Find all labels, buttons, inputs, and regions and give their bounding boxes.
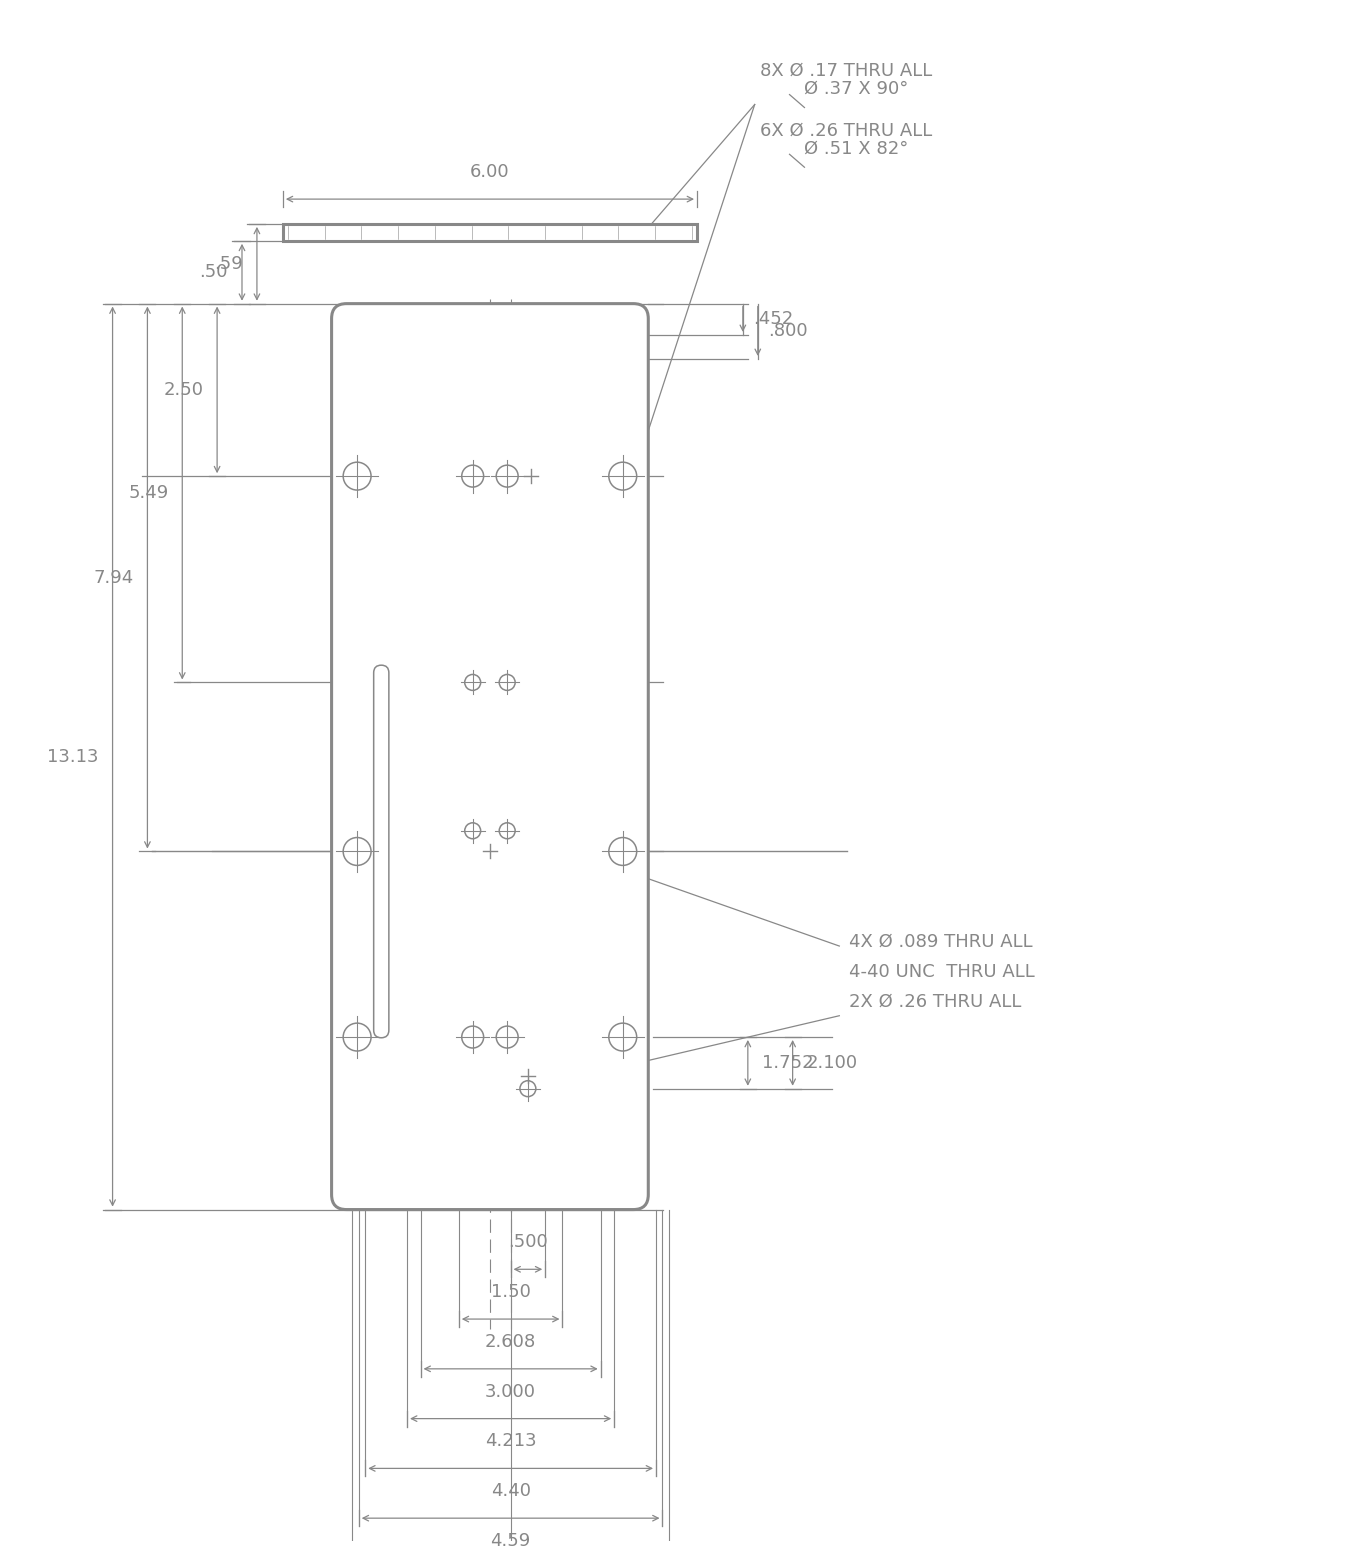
Text: 6X Ø .26 THRU ALL: 6X Ø .26 THRU ALL [759, 121, 932, 139]
Text: 4.59: 4.59 [490, 1533, 530, 1548]
Bar [284, 224, 697, 241]
Text: 7.94: 7.94 [93, 568, 133, 587]
Text: 8X Ø .17 THRU ALL: 8X Ø .17 THRU ALL [759, 62, 932, 79]
Text: 4-40 UNC  THRU ALL: 4-40 UNC THRU ALL [849, 963, 1034, 981]
Text: 13.13: 13.13 [47, 748, 99, 766]
Text: 4.40: 4.40 [490, 1483, 530, 1500]
Text: .452: .452 [752, 310, 793, 328]
FancyBboxPatch shape [374, 666, 389, 1037]
Text: 1.50: 1.50 [490, 1283, 530, 1302]
Text: 6.00: 6.00 [470, 163, 510, 181]
Text: 1.752: 1.752 [762, 1054, 814, 1071]
Text: Ø .37 X 90°: Ø .37 X 90° [804, 79, 908, 98]
Text: 4.213: 4.213 [485, 1432, 537, 1450]
Text: 2.100: 2.100 [807, 1054, 858, 1071]
FancyBboxPatch shape [332, 303, 648, 1209]
Text: .50: .50 [200, 263, 227, 282]
Text: .59: .59 [214, 255, 242, 272]
Text: 4X Ø .089 THRU ALL: 4X Ø .089 THRU ALL [849, 933, 1033, 950]
Text: .500: .500 [508, 1234, 548, 1251]
Text: .800: .800 [767, 322, 807, 341]
Text: 3.000: 3.000 [485, 1382, 536, 1401]
Text: 2X Ø .26 THRU ALL: 2X Ø .26 THRU ALL [849, 992, 1022, 1011]
Text: 2.50: 2.50 [163, 381, 203, 399]
Text: Ø .51 X 82°: Ø .51 X 82° [804, 139, 908, 158]
Text: 2.608: 2.608 [485, 1333, 536, 1351]
Text: 5.49: 5.49 [127, 485, 169, 502]
